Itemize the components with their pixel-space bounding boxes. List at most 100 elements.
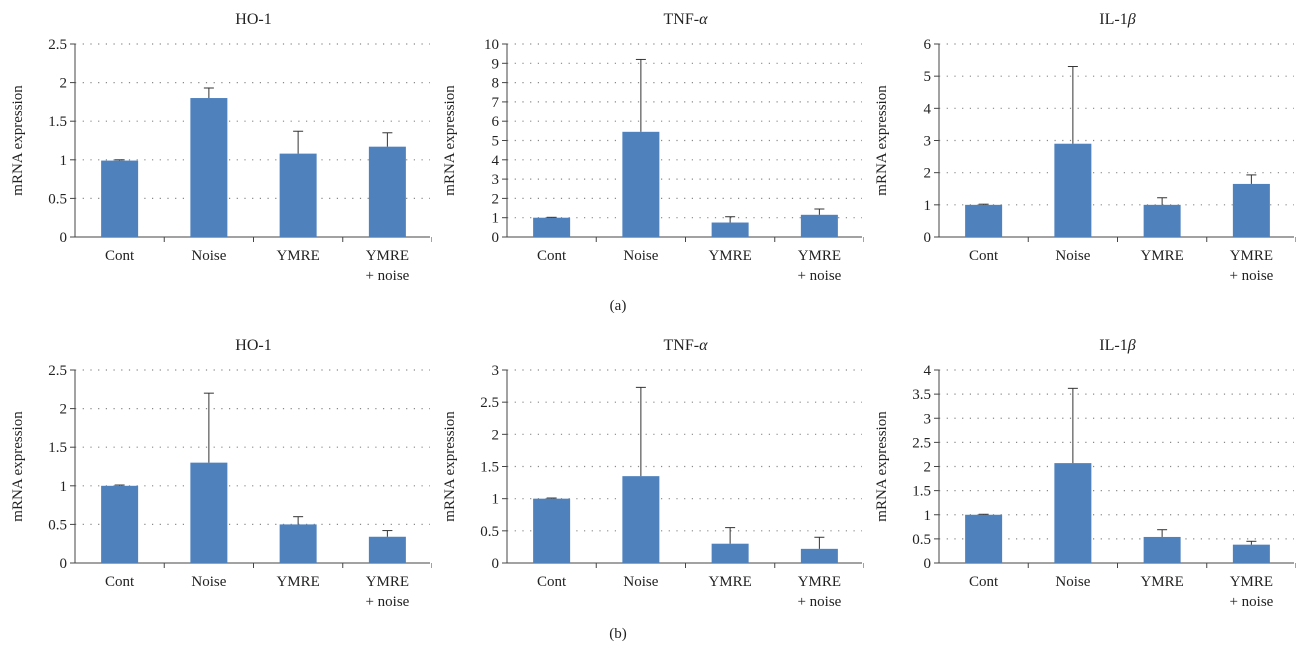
bar-ymre-noise <box>800 214 838 237</box>
y-tick-label: 8 <box>492 76 500 92</box>
bar-ymre <box>279 153 317 237</box>
x-tick-label: YMRE <box>708 248 751 264</box>
y-tick-label: 5 <box>492 134 500 150</box>
y-tick-label: 0 <box>60 230 68 246</box>
y-tick-label: 3 <box>924 411 932 427</box>
y-tick-label: 1 <box>492 492 500 508</box>
y-tick-label: 0.5 <box>48 191 67 207</box>
y-tick-label: 1 <box>924 198 932 214</box>
y-tick-label: 2 <box>492 427 500 443</box>
chart-a-tnf-alpha: TNF-α mRNA expression 0 1 2 3 4 5 6 7 8 9 10 Cont Nois… <box>442 11 864 284</box>
bar-ymre <box>711 543 749 563</box>
chart-title: IL-1β <box>1099 11 1135 28</box>
bar-cont <box>533 217 571 237</box>
y-axis-label: mRNA expression <box>874 411 890 522</box>
y-tick-label: 2 <box>924 166 932 182</box>
x-tick-label: + noise <box>797 594 841 610</box>
y-tick-label: 2 <box>492 191 500 207</box>
bar-cont <box>101 485 139 563</box>
bar-cont <box>965 204 1003 237</box>
bar-noise <box>622 131 660 237</box>
y-tick-label: 7 <box>492 95 500 111</box>
y-tick-label: 2.5 <box>480 395 499 411</box>
x-tick-label: YMRE <box>366 574 409 590</box>
x-tick-label: + noise <box>797 268 841 284</box>
y-tick-label: 0.5 <box>912 532 931 548</box>
bar-ymre-noise <box>1232 544 1270 563</box>
y-axis-label: mRNA expression <box>874 85 890 196</box>
x-tick-label: YMRE <box>276 574 319 590</box>
chart-title: IL-1β <box>1099 337 1135 354</box>
bar-cont <box>533 498 571 563</box>
chart-a-il1-beta: IL-1β mRNA expression 0 1 2 3 4 5 6 Cont Noise YMRE… <box>874 11 1296 284</box>
x-tick-label: YMRE <box>1140 574 1183 590</box>
y-tick-label: 9 <box>492 56 500 72</box>
y-axis-label: mRNA expression <box>10 85 26 196</box>
x-tick-label: Noise <box>191 574 226 590</box>
y-tick-label: 2 <box>60 402 68 418</box>
x-tick-label: Noise <box>623 248 658 264</box>
x-tick-label: + noise <box>1229 594 1273 610</box>
panel-label-a: (a) <box>609 298 627 314</box>
y-tick-label: 1.5 <box>48 440 67 456</box>
bar-noise <box>190 98 228 237</box>
x-tick-label: YMRE <box>708 574 751 590</box>
bar-noise <box>1054 463 1092 563</box>
y-tick-label: 2.5 <box>912 435 931 451</box>
y-axis-label: mRNA expression <box>10 411 26 522</box>
bar-ymre <box>711 222 749 237</box>
bar-ymre-noise <box>368 146 406 237</box>
y-tick-label: 2 <box>60 76 68 92</box>
x-tick-label: + noise <box>365 594 409 610</box>
bar-noise <box>1054 143 1092 237</box>
x-tick-label: YMRE <box>798 574 841 590</box>
y-tick-label: 4 <box>492 153 500 169</box>
bar-noise <box>622 476 660 563</box>
x-tick-label: Cont <box>969 248 999 264</box>
y-tick-label: 1 <box>60 479 68 495</box>
chart-b-ho1: HO-1 mRNA expression 0 0.5 1 1.5 2 2.5 Cont Noise… <box>10 337 432 610</box>
y-tick-label: 4 <box>924 363 932 379</box>
chart-title: HO-1 <box>235 11 271 28</box>
y-tick-label: 0 <box>924 556 932 572</box>
y-tick-label: 1 <box>924 508 932 524</box>
chart-title: HO-1 <box>235 337 271 354</box>
chart-a-ho1: HO-1 mRNA expression 0 0.5 1 1.5 2 2.5 Cont Noise… <box>10 11 432 284</box>
y-tick-label: 2.5 <box>48 37 67 53</box>
x-tick-label: + noise <box>365 268 409 284</box>
y-tick-label: 4 <box>924 101 932 117</box>
y-axis-label: mRNA expression <box>442 411 458 522</box>
y-tick-label: 0 <box>492 556 500 572</box>
y-tick-label: 1.5 <box>480 460 499 476</box>
x-tick-label: Cont <box>105 574 135 590</box>
x-tick-label: Noise <box>191 248 226 264</box>
y-tick-label: 6 <box>492 114 500 130</box>
x-tick-label: Cont <box>537 248 567 264</box>
y-tick-label: 2 <box>924 460 932 476</box>
y-tick-label: 3 <box>492 172 500 188</box>
y-tick-label: 1.5 <box>912 484 931 500</box>
y-tick-label: 0.5 <box>480 524 499 540</box>
y-tick-label: 0 <box>492 230 500 246</box>
y-tick-label: 1 <box>60 153 68 169</box>
x-tick-label: + noise <box>1229 268 1273 284</box>
y-tick-label: 6 <box>924 37 932 53</box>
y-tick-label: 0.5 <box>48 517 67 533</box>
bar-ymre <box>1143 204 1181 237</box>
chart-b-il1-beta: IL-1β mRNA expression 0 0.5 1 1.5 2 2.5 3 3.5 4 Con… <box>874 337 1296 610</box>
bar-ymre-noise <box>1232 183 1270 237</box>
x-tick-label: Cont <box>969 574 999 590</box>
bar-ymre <box>279 524 317 563</box>
x-tick-label: YMRE <box>1230 248 1273 264</box>
bar-ymre-noise <box>800 548 838 563</box>
y-tick-label: 5 <box>924 69 932 85</box>
x-tick-label: Cont <box>537 574 567 590</box>
y-tick-label: 0 <box>924 230 932 246</box>
chart-title: TNF-α <box>664 337 709 354</box>
y-tick-label: 10 <box>484 37 499 53</box>
x-tick-label: YMRE <box>366 248 409 264</box>
x-tick-label: Noise <box>1055 248 1090 264</box>
y-tick-label: 3.5 <box>912 387 931 403</box>
x-tick-label: Cont <box>105 248 135 264</box>
bar-ymre <box>1143 536 1181 563</box>
